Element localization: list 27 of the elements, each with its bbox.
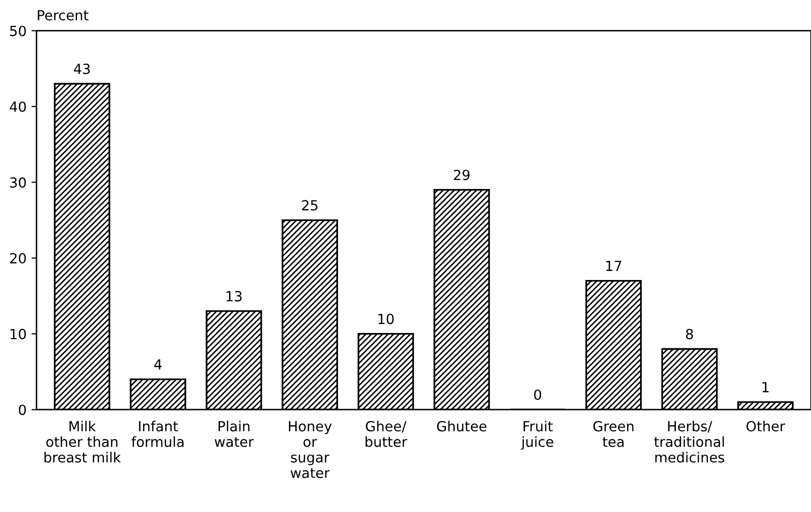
x-tick-label: Milk other than breast milk [44,420,121,463]
data-label: 17 [606,260,622,271]
y-tick-label: 10 [10,328,26,340]
data-label: 10 [378,314,394,324]
data-label: 4 [154,359,162,370]
y-axis-title: Percent [38,10,88,20]
data-label: 0 [534,389,542,400]
x-tick-label: Ghutee [437,420,486,432]
data-label: 25 [302,200,318,211]
x-tick-label: Herbs/ traditional medicines [654,420,724,463]
x-tick-label: Fruit juice [521,420,554,450]
x-tick-label: Plain water [214,420,254,448]
x-tick-label: Other [746,420,786,432]
data-label: 43 [74,64,90,74]
y-tick-label: 0 [18,404,26,416]
data-label: 13 [226,290,242,302]
data-label: 8 [686,328,693,340]
y-tick-label: 20 [10,253,26,264]
x-tick-label: Ghee/ butter [366,420,408,448]
x-tick-label: Green tea [593,420,634,448]
data-label: 1 [762,382,769,392]
y-tick-label: 40 [10,101,26,112]
x-tick-label: Honey or sugar water [288,421,332,478]
data-label: 29 [454,170,470,180]
x-tick-label: Infant formula [132,420,184,448]
y-tick-label: 30 [10,177,26,188]
y-tick-label: 50 [10,26,26,36]
